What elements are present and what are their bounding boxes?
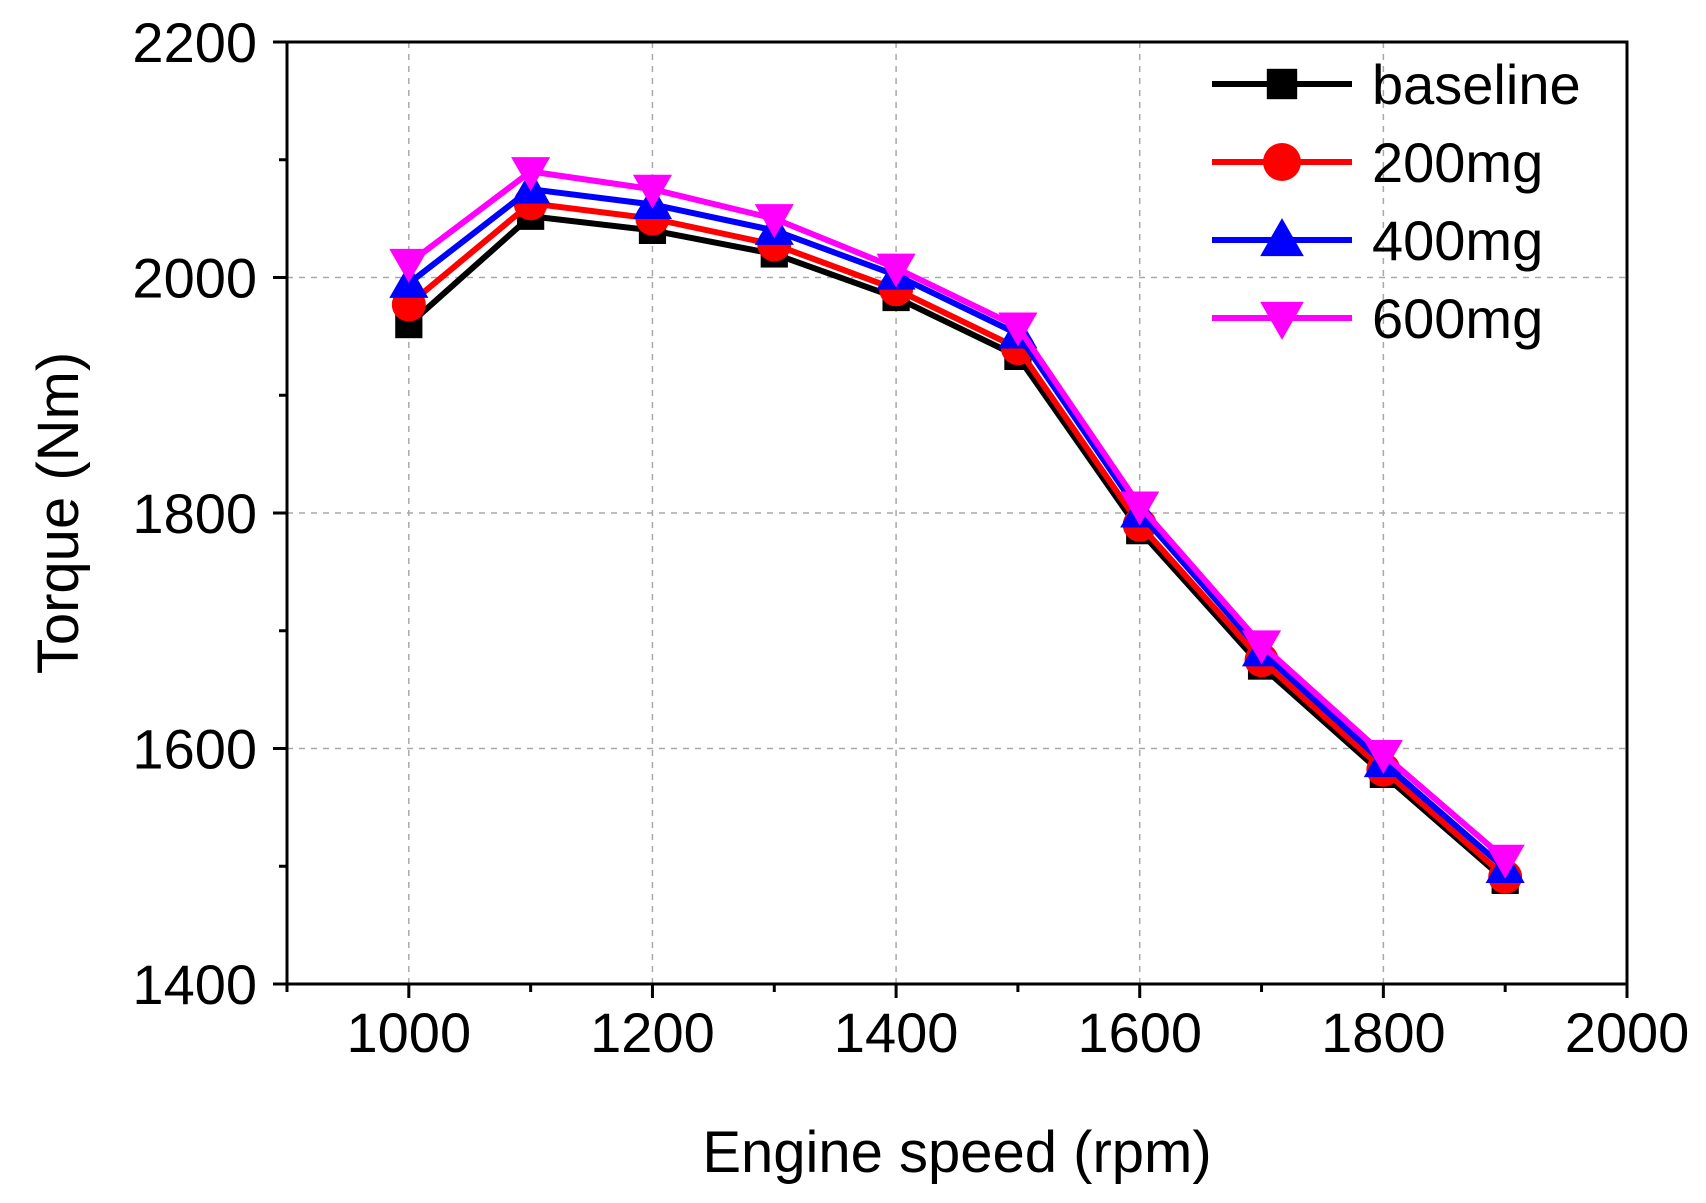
data-point	[754, 204, 794, 239]
data-point	[1363, 739, 1403, 774]
data-point	[998, 312, 1038, 347]
series-line	[407, 168, 1508, 862]
data-point	[1263, 143, 1301, 181]
legend-label: 200mg	[1372, 131, 1543, 194]
legend-label: 600mg	[1372, 287, 1543, 350]
data-point	[876, 253, 916, 288]
series-200mg	[391, 186, 1523, 894]
legend-label: 400mg	[1372, 209, 1543, 272]
series-400mg	[389, 169, 1525, 884]
series-line	[406, 186, 1508, 871]
y-tick-label: 1600	[132, 718, 257, 781]
x-axis-title: Engine speed (rpm)	[702, 1120, 1211, 1185]
data-point	[389, 248, 429, 283]
data-point	[1485, 844, 1525, 879]
series-line	[406, 213, 1508, 883]
data-point	[1241, 630, 1282, 665]
series-600mg	[389, 157, 1525, 879]
legend: baseline 200mg 400mg 600mg	[1212, 53, 1581, 350]
data-point	[632, 174, 673, 209]
x-tick-label: 1200	[590, 1001, 715, 1064]
series-layer	[389, 157, 1525, 894]
data-point	[1260, 301, 1304, 340]
data-point	[511, 157, 551, 192]
x-tick-label: 1800	[1321, 1001, 1446, 1064]
x-tick-label: 1000	[347, 1001, 472, 1064]
legend-item-200mg: 200mg	[1212, 131, 1543, 194]
tick-layer: 1000 1200 1400 1600 1800 2000 1400 1600 1800 2000…	[132, 11, 1689, 1064]
x-tick-label: 2000	[1565, 1001, 1690, 1064]
legend-label: baseline	[1372, 53, 1581, 116]
y-tick-label: 2200	[132, 11, 257, 74]
data-point	[1120, 491, 1160, 526]
x-tick-label: 1600	[1077, 1001, 1202, 1064]
x-tick-label: 1400	[834, 1001, 959, 1064]
series-line	[406, 200, 1508, 880]
y-tick-label: 1800	[132, 482, 257, 545]
legend-item-600mg: 600mg	[1212, 287, 1543, 350]
legend-item-baseline: baseline	[1212, 53, 1581, 116]
y-tick-label: 1400	[132, 953, 257, 1016]
legend-item-400mg: 400mg	[1212, 209, 1543, 272]
y-tick-label: 2000	[132, 247, 257, 310]
y-axis-title: Torque (Nm)	[26, 352, 91, 674]
data-point	[1266, 68, 1298, 100]
data-point	[1260, 218, 1304, 257]
